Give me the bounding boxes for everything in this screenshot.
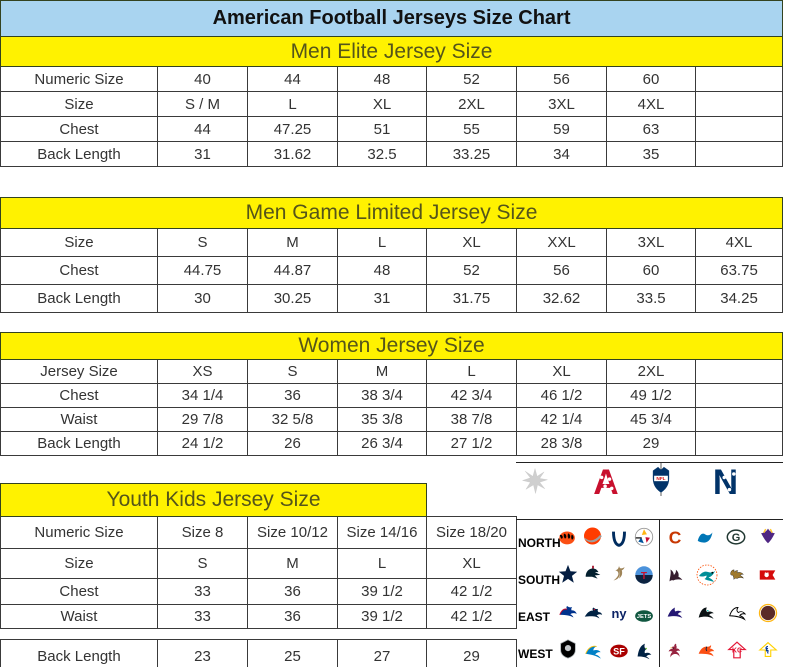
svg-text:SF: SF	[613, 647, 625, 657]
svg-text:G: G	[732, 532, 741, 544]
svg-text:JETS: JETS	[637, 614, 652, 620]
svg-text:NFL: NFL	[656, 476, 665, 481]
svg-text:KC: KC	[732, 647, 742, 654]
svg-text:A: A	[593, 464, 618, 502]
svg-text:ny: ny	[612, 606, 628, 621]
svg-text:T: T	[641, 571, 648, 582]
svg-text:N: N	[713, 464, 738, 502]
svg-text:C: C	[669, 527, 682, 547]
